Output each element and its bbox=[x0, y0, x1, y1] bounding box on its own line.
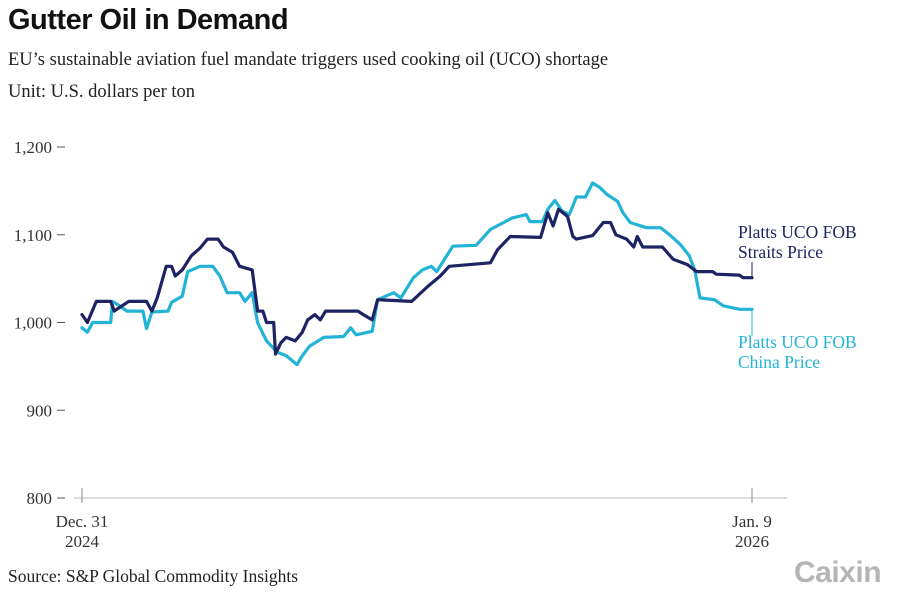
series-line-straits bbox=[80, 207, 754, 356]
series-label: Straits Price bbox=[738, 242, 823, 262]
x-tick-label: Dec. 31 bbox=[56, 512, 109, 531]
x-tick-label: Jan. 9 bbox=[732, 512, 772, 531]
series-label: Platts UCO FOB bbox=[738, 332, 857, 352]
y-tick-label: 900 bbox=[27, 401, 53, 420]
x-tick-label: 2024 bbox=[65, 532, 100, 551]
series-line-china bbox=[80, 181, 754, 367]
series-label: China Price bbox=[738, 352, 820, 372]
caixin-logo: Caixin bbox=[794, 556, 882, 589]
x-tick-label: 2026 bbox=[735, 532, 769, 551]
source-note: Source: S&P Global Commodity Insights bbox=[8, 566, 299, 586]
chart-subtitle: EU’s sustainable aviation fuel mandate t… bbox=[8, 50, 609, 70]
y-tick-label: 1,100 bbox=[14, 226, 52, 245]
y-tick-label: 800 bbox=[27, 489, 53, 508]
unit-label: Unit: U.S. dollars per ton bbox=[8, 82, 196, 102]
series-label: Platts UCO FOB bbox=[738, 222, 857, 242]
chart-title: Gutter Oil in Demand bbox=[8, 4, 289, 36]
y-tick-label: 1,000 bbox=[14, 314, 52, 333]
y-tick-label: 1,200 bbox=[14, 138, 52, 157]
